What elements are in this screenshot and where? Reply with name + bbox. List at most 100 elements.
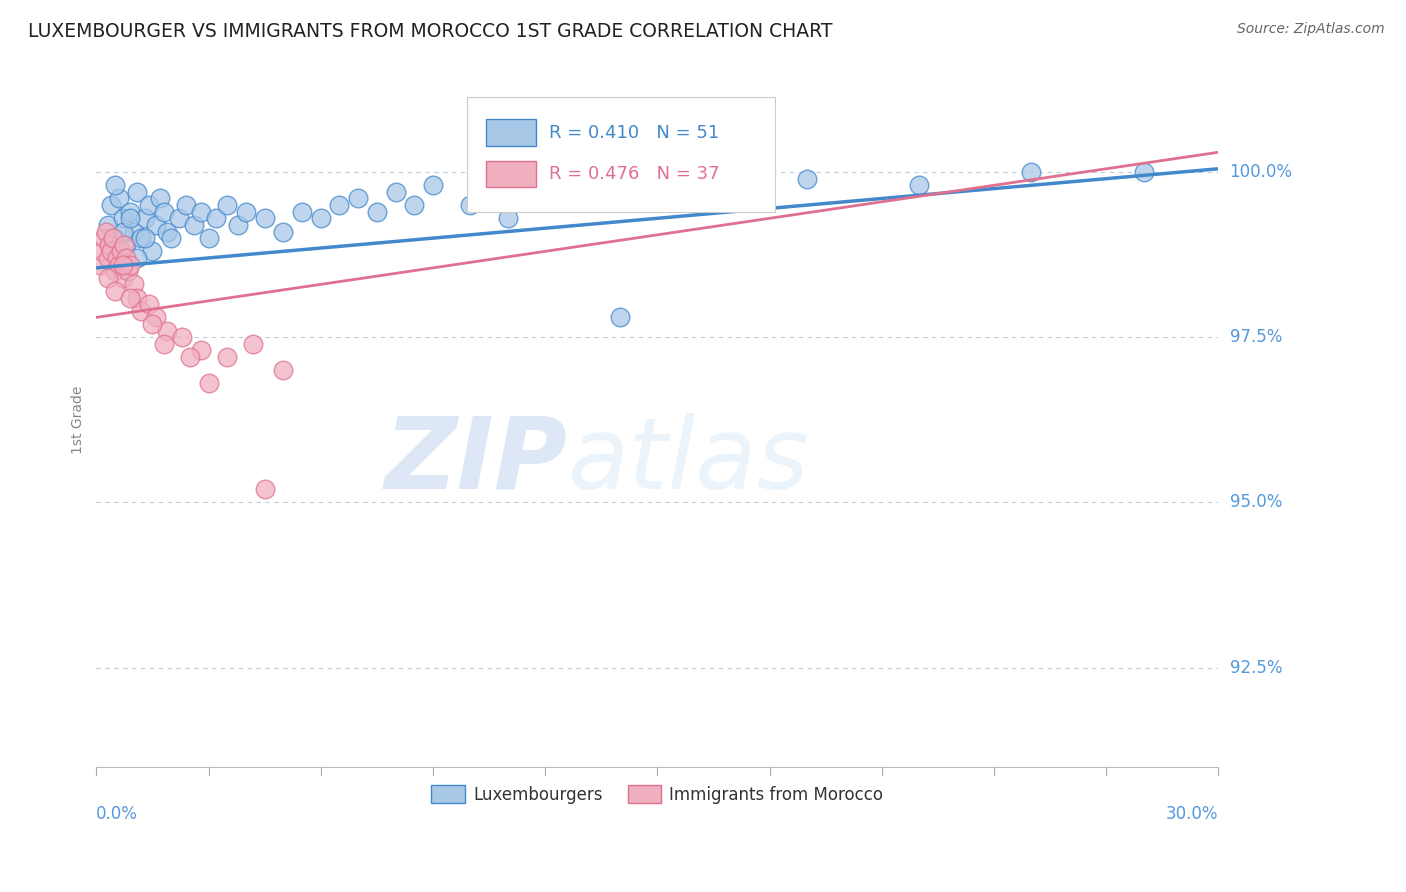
Text: 92.5%: 92.5%: [1230, 658, 1282, 676]
Point: [460, 198, 482, 212]
Point: [167, 211, 190, 226]
Point: [683, 178, 706, 193]
Point: [134, 211, 156, 226]
Point: [94, 225, 117, 239]
Point: [100, 198, 122, 212]
Point: [156, 225, 179, 239]
Text: 100.0%: 100.0%: [1230, 163, 1292, 181]
Point: [110, 244, 132, 259]
Point: [122, 225, 145, 239]
Point: [197, 376, 219, 391]
Point: [129, 303, 152, 318]
Text: 97.5%: 97.5%: [1230, 328, 1282, 346]
Point: [228, 218, 250, 232]
Point: [347, 192, 370, 206]
Point: [97, 251, 120, 265]
Point: [118, 291, 141, 305]
Point: [908, 178, 931, 193]
Point: [1132, 165, 1154, 179]
Point: [404, 198, 426, 212]
Point: [111, 270, 134, 285]
Point: [98, 237, 121, 252]
Bar: [485, 161, 536, 187]
Text: LUXEMBOURGER VS IMMIGRANTS FROM MOROCCO 1ST GRADE CORRELATION CHART: LUXEMBOURGER VS IMMIGRANTS FROM MOROCCO …: [28, 22, 832, 41]
Point: [115, 251, 138, 265]
Point: [93, 231, 115, 245]
Point: [129, 231, 152, 245]
Point: [138, 297, 160, 311]
Point: [183, 218, 205, 232]
Point: [97, 270, 120, 285]
Point: [97, 218, 120, 232]
Point: [100, 244, 122, 259]
Point: [179, 350, 201, 364]
Point: [253, 211, 276, 226]
Legend: Luxembourgers, Immigrants from Morocco: Luxembourgers, Immigrants from Morocco: [425, 779, 890, 810]
Point: [107, 258, 129, 272]
Point: [89, 258, 111, 272]
Point: [141, 317, 163, 331]
Point: [291, 204, 314, 219]
Point: [115, 237, 138, 252]
Point: [111, 225, 134, 239]
Point: [101, 231, 124, 245]
Point: [127, 291, 149, 305]
Point: [112, 237, 135, 252]
Text: 30.0%: 30.0%: [1166, 805, 1219, 823]
Point: [111, 258, 134, 272]
Text: R = 0.410   N = 51: R = 0.410 N = 51: [548, 124, 718, 142]
Point: [190, 204, 212, 219]
Point: [127, 185, 149, 199]
Point: [105, 251, 128, 265]
Point: [117, 264, 139, 278]
Point: [197, 231, 219, 245]
Point: [242, 336, 264, 351]
Point: [104, 284, 127, 298]
Text: ZIP: ZIP: [385, 413, 568, 510]
Point: [118, 258, 141, 272]
Text: R = 0.476   N = 37: R = 0.476 N = 37: [548, 165, 720, 183]
Text: 0.0%: 0.0%: [97, 805, 138, 823]
Point: [134, 231, 156, 245]
Point: [217, 350, 239, 364]
Point: [172, 330, 194, 344]
Text: atlas: atlas: [568, 413, 810, 510]
Text: Source: ZipAtlas.com: Source: ZipAtlas.com: [1237, 22, 1385, 37]
Point: [138, 198, 160, 212]
Point: [118, 204, 141, 219]
Point: [496, 211, 519, 226]
Point: [156, 324, 179, 338]
Point: [152, 204, 174, 219]
Point: [309, 211, 332, 226]
Point: [217, 198, 239, 212]
Point: [1021, 165, 1043, 179]
Point: [111, 211, 134, 226]
Text: 95.0%: 95.0%: [1230, 493, 1282, 511]
Point: [174, 198, 197, 212]
Point: [422, 178, 444, 193]
Point: [190, 343, 212, 358]
Point: [149, 192, 172, 206]
Point: [104, 178, 127, 193]
Point: [104, 231, 127, 245]
Point: [273, 225, 295, 239]
Point: [328, 198, 350, 212]
Point: [235, 204, 257, 219]
Y-axis label: 1st Grade: 1st Grade: [72, 385, 86, 454]
Point: [104, 264, 127, 278]
Bar: [485, 120, 536, 145]
Point: [160, 231, 183, 245]
Point: [118, 211, 141, 226]
Point: [107, 192, 129, 206]
Point: [273, 363, 295, 377]
Point: [253, 482, 276, 496]
Point: [205, 211, 228, 226]
Point: [796, 171, 818, 186]
Point: [384, 185, 406, 199]
FancyBboxPatch shape: [467, 97, 775, 211]
Point: [366, 204, 388, 219]
Point: [553, 192, 575, 206]
Point: [91, 244, 114, 259]
Point: [145, 310, 167, 325]
Point: [122, 277, 145, 292]
